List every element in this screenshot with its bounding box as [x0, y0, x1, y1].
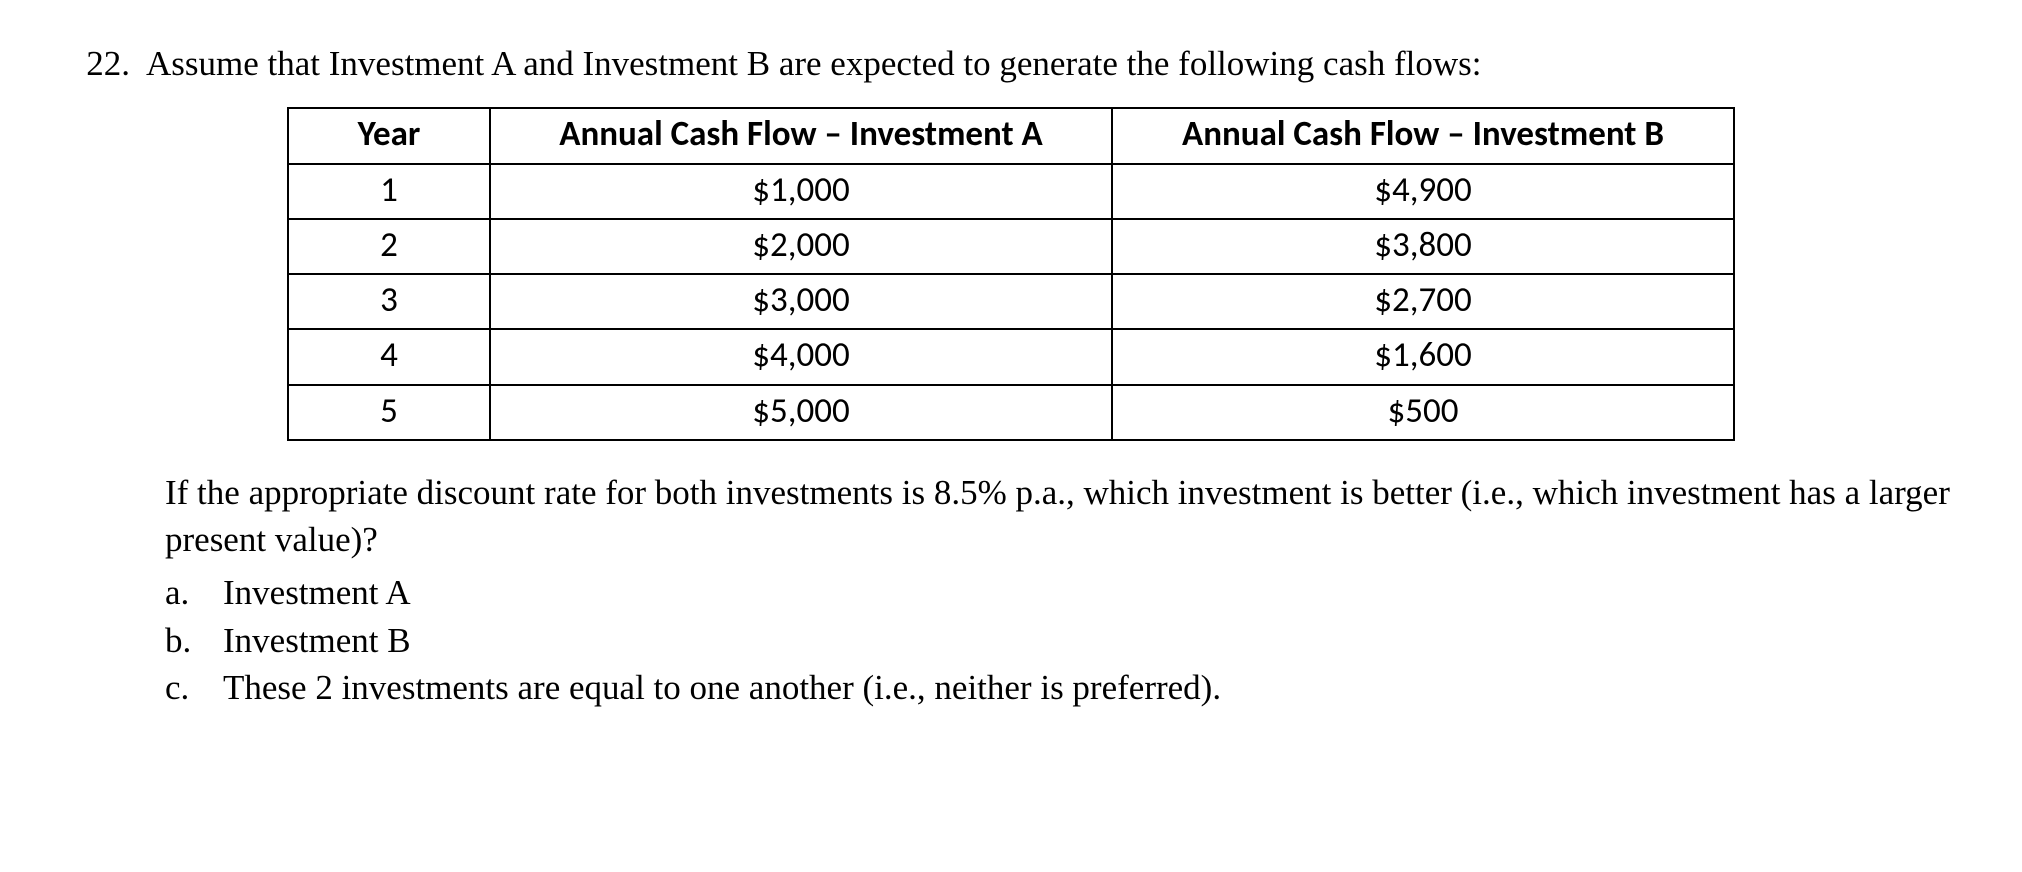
followup-text: If the appropriate discount rate for bot… [165, 469, 1952, 564]
choice-letter: a. [165, 569, 201, 616]
cell-year: 4 [288, 329, 490, 384]
cell-inv-a: $3,000 [490, 274, 1112, 329]
table-row: 3 $3,000 $2,700 [288, 274, 1734, 329]
choice-text: These 2 investments are equal to one ano… [223, 664, 1221, 711]
cell-inv-a: $4,000 [490, 329, 1112, 384]
question-line: 22. Assume that Investment A and Investm… [70, 40, 1952, 87]
cell-inv-b: $1,600 [1112, 329, 1734, 384]
table-row: 2 $2,000 $3,800 [288, 219, 1734, 274]
choice-b: b. Investment B [165, 617, 1952, 664]
table-row: 4 $4,000 $1,600 [288, 329, 1734, 384]
choice-letter: c. [165, 664, 201, 711]
cash-flow-table: Year Annual Cash Flow – Investment A Ann… [287, 107, 1735, 441]
cell-inv-b: $500 [1112, 385, 1734, 440]
cell-year: 5 [288, 385, 490, 440]
question-text: Assume that Investment A and Investment … [146, 40, 1952, 87]
followup-block: If the appropriate discount rate for bot… [70, 469, 1952, 711]
question-number: 22. [70, 40, 130, 87]
cell-inv-a: $5,000 [490, 385, 1112, 440]
th-year: Year [288, 108, 490, 163]
cell-year: 2 [288, 219, 490, 274]
choice-a: a. Investment A [165, 569, 1952, 616]
choice-letter: b. [165, 617, 201, 664]
cell-inv-b: $3,800 [1112, 219, 1734, 274]
choice-c: c. These 2 investments are equal to one … [165, 664, 1952, 711]
cash-flow-table-wrap: Year Annual Cash Flow – Investment A Ann… [70, 107, 1952, 441]
table-row: 5 $5,000 $500 [288, 385, 1734, 440]
cell-inv-b: $2,700 [1112, 274, 1734, 329]
cell-inv-b: $4,900 [1112, 164, 1734, 219]
cell-year: 3 [288, 274, 490, 329]
table-row: 1 $1,000 $4,900 [288, 164, 1734, 219]
answer-choices: a. Investment A b. Investment B c. These… [165, 569, 1952, 711]
table-header-row: Year Annual Cash Flow – Investment A Ann… [288, 108, 1734, 163]
cell-inv-a: $2,000 [490, 219, 1112, 274]
th-investment-a: Annual Cash Flow – Investment A [490, 108, 1112, 163]
cell-year: 1 [288, 164, 490, 219]
cell-inv-a: $1,000 [490, 164, 1112, 219]
th-investment-b: Annual Cash Flow – Investment B [1112, 108, 1734, 163]
question-page: 22. Assume that Investment A and Investm… [0, 0, 2022, 872]
choice-text: Investment A [223, 569, 411, 616]
choice-text: Investment B [223, 617, 411, 664]
